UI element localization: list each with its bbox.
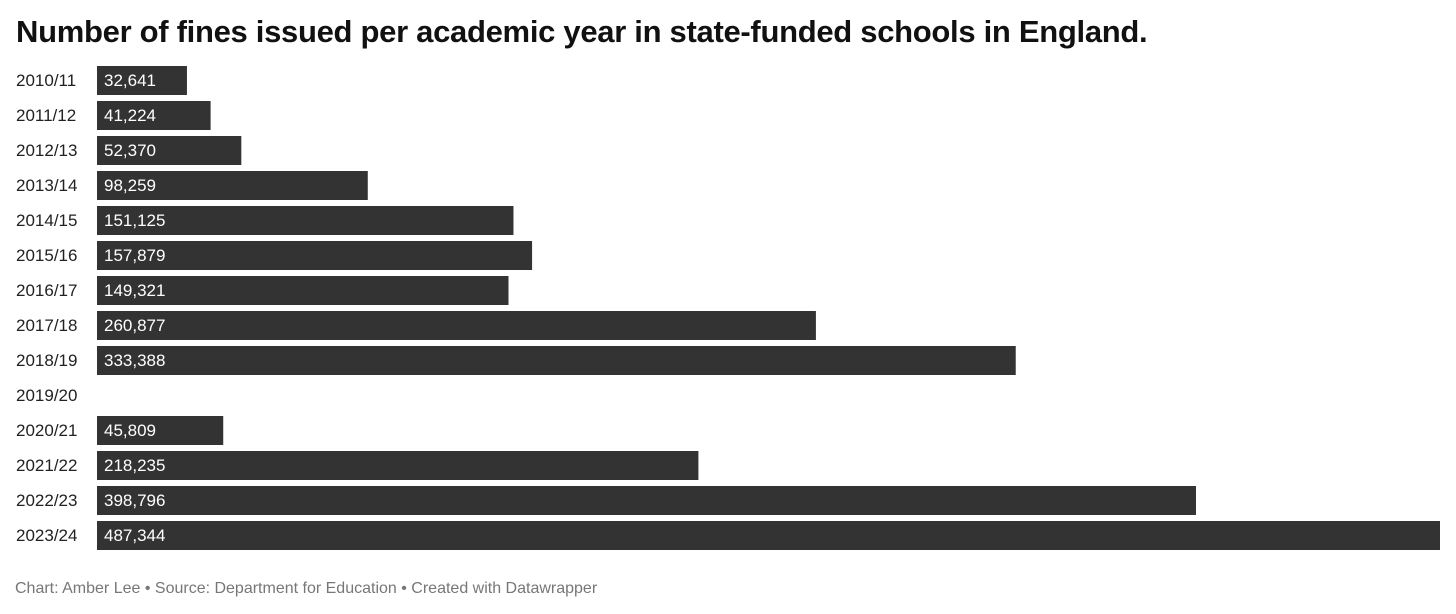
value-label: 487,344	[104, 526, 165, 545]
value-label: 333,388	[104, 351, 165, 370]
bar	[97, 276, 509, 305]
value-label: 149,321	[104, 281, 165, 300]
category-label: 2018/19	[16, 351, 77, 370]
category-label: 2023/24	[16, 526, 77, 545]
bar	[97, 416, 224, 445]
bar	[97, 66, 187, 95]
category-label: 2022/23	[16, 491, 77, 510]
value-label: 32,641	[104, 71, 156, 90]
bar	[97, 346, 1016, 375]
bar	[97, 486, 1196, 515]
category-label: 2014/15	[16, 211, 77, 230]
bar	[97, 101, 211, 130]
category-label: 2016/17	[16, 281, 77, 300]
category-label: 2020/21	[16, 421, 77, 440]
bar	[97, 521, 1440, 550]
category-label: 2021/22	[16, 456, 77, 475]
bar	[97, 241, 533, 270]
category-label: 2010/11	[16, 71, 76, 90]
category-label: 2017/18	[16, 316, 77, 335]
value-label: 45,809	[104, 421, 156, 440]
value-label: 98,259	[104, 176, 156, 195]
value-label: 218,235	[104, 456, 165, 475]
category-label: 2012/13	[16, 141, 77, 160]
bar	[97, 311, 816, 340]
bar	[97, 136, 242, 165]
value-label: 157,879	[104, 246, 165, 265]
value-label: 41,224	[104, 106, 156, 125]
bar-chart: 2010/11 32,641 2011/12 41,224 2012/13 52,370 2…	[16, 66, 1440, 550]
category-label: 2013/14	[16, 176, 77, 195]
chart-title: Number of fines issued per academic year…	[16, 14, 1148, 49]
chart-footer: Chart: Amber Lee • Source: Department fo…	[15, 580, 598, 597]
category-label: 2019/20	[16, 386, 77, 405]
value-label: 260,877	[104, 316, 165, 335]
bar	[97, 171, 368, 200]
value-label: 398,796	[104, 491, 165, 510]
value-label: 52,370	[104, 141, 156, 160]
category-label: 2011/12	[16, 106, 76, 125]
category-label: 2015/16	[16, 246, 77, 265]
bar	[97, 206, 514, 235]
bar	[97, 451, 699, 480]
value-label: 151,125	[104, 211, 165, 230]
